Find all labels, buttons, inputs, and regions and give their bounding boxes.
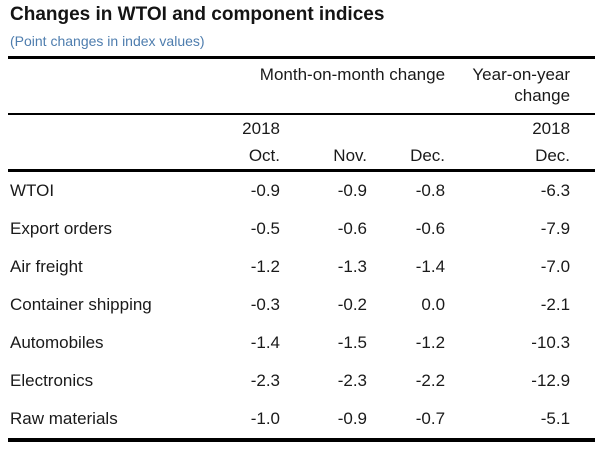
table-row-air-freight: Air freight -1.2 -1.3 -1.4 -7.0 xyxy=(8,248,595,286)
page-title: Changes in WTOI and component indices xyxy=(10,4,385,25)
cell-oct: -2.3 xyxy=(250,371,280,390)
cell-yoy-dec: -12.9 xyxy=(531,371,571,390)
cell-dec: -1.4 xyxy=(415,257,446,276)
column-header-oct: Oct. xyxy=(205,142,280,172)
column-header-dec: Dec. xyxy=(367,142,446,172)
table-header: Month-on-month change Year-on-year chang… xyxy=(8,57,596,172)
table-row-export-orders: Export orders -0.5 -0.6 -0.6 -7.9 xyxy=(8,210,595,248)
cell-nov: -1.5 xyxy=(337,333,367,352)
row-label: Export orders xyxy=(10,219,113,238)
year-on-year-group-header: Year-on-year change xyxy=(445,57,596,115)
cell-dec: -1.2 xyxy=(415,333,446,352)
cell-oct: -0.3 xyxy=(250,295,280,314)
page-subtitle: (Point changes in index values) xyxy=(10,33,205,49)
cell-oct: -0.9 xyxy=(250,181,280,200)
cell-oct: -1.0 xyxy=(250,409,280,428)
row-label: Air freight xyxy=(10,257,83,276)
row-label: WTOI xyxy=(10,181,55,200)
cell-dec: -0.7 xyxy=(415,409,446,428)
column-header-nov: Nov. xyxy=(280,142,367,172)
empty-cell xyxy=(367,114,445,142)
table-row-automobiles: Automobiles -1.4 -1.5 -1.2 -10.3 xyxy=(8,324,595,362)
row-label: Container shipping xyxy=(10,295,152,314)
cell-yoy-dec: -5.1 xyxy=(540,409,571,428)
cell-oct: -1.2 xyxy=(250,257,280,276)
yoy-year-header: 2018 xyxy=(532,118,571,138)
row-label: Automobiles xyxy=(10,333,104,352)
table-row-electronics: Electronics -2.3 -2.3 -2.2 -12.9 xyxy=(8,362,595,400)
cell-yoy-dec: -7.0 xyxy=(540,257,571,276)
indices-table: Month-on-month change Year-on-year chang… xyxy=(8,56,596,442)
mom-year-header: 2018 xyxy=(242,118,280,138)
cell-oct: -0.5 xyxy=(250,219,280,238)
cell-nov: -2.3 xyxy=(337,371,367,390)
column-header-yoy-dec: Dec. xyxy=(445,142,596,172)
empty-cell xyxy=(8,114,205,142)
empty-corner-cell xyxy=(8,57,205,115)
empty-cell xyxy=(280,114,367,142)
cell-yoy-dec: -2.1 xyxy=(540,295,571,314)
table-row-container-shipping: Container shipping -0.3 -0.2 0.0 -2.1 xyxy=(8,286,595,324)
cell-nov: -0.2 xyxy=(337,295,367,314)
table-row-raw-materials: Raw materials -1.0 -0.9 -0.7 -5.1 xyxy=(8,400,595,440)
row-label: Raw materials xyxy=(10,409,118,428)
cell-nov: -1.3 xyxy=(337,257,367,276)
row-label: Electronics xyxy=(10,371,94,390)
cell-yoy-dec: -10.3 xyxy=(531,333,571,352)
cell-dec: -2.2 xyxy=(415,371,446,390)
cell-yoy-dec: -6.3 xyxy=(540,181,571,200)
empty-cell xyxy=(8,142,205,172)
year-header-row: 2018 2018 xyxy=(8,114,595,142)
cell-nov: -0.6 xyxy=(337,219,367,238)
month-on-month-group-header: Month-on-month change xyxy=(205,57,446,115)
cell-nov: -0.9 xyxy=(337,181,367,200)
table-body: WTOI -0.9 -0.9 -0.8 -6.3 Export orders -… xyxy=(8,171,595,441)
cell-yoy-dec: -7.9 xyxy=(540,219,571,238)
cell-dec: -0.6 xyxy=(415,219,446,238)
cell-dec: 0.0 xyxy=(421,295,446,314)
group-header-row: Month-on-month change Year-on-year chang… xyxy=(8,57,596,115)
month-header-row: Oct. Nov. Dec. Dec. xyxy=(8,142,596,172)
cell-nov: -0.9 xyxy=(337,409,367,428)
table-row-wtoi: WTOI -0.9 -0.9 -0.8 -6.3 xyxy=(8,171,595,211)
cell-oct: -1.4 xyxy=(250,333,280,352)
cell-dec: -0.8 xyxy=(415,181,446,200)
